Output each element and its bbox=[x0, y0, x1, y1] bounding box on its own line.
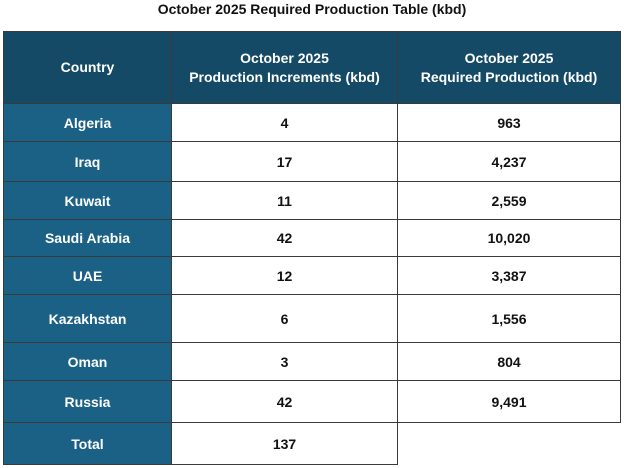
table-row: Kazakhstan 6 1,556 bbox=[3, 294, 621, 343]
header-increments-line2: Production Increments (kbd) bbox=[189, 68, 380, 85]
row-required: 963 bbox=[397, 103, 621, 142]
table-row: UAE 12 3,387 bbox=[3, 256, 621, 295]
table-header: Country October 2025 Production Incremen… bbox=[3, 31, 621, 104]
row-country: Kuwait bbox=[3, 181, 172, 220]
row-increment: 4 bbox=[171, 103, 398, 142]
production-table: Country October 2025 Production Incremen… bbox=[3, 31, 621, 465]
row-required: 3,387 bbox=[397, 256, 621, 295]
row-required: 804 bbox=[397, 342, 621, 381]
header-country: Country bbox=[3, 31, 172, 104]
table-row: Algeria 4 963 bbox=[3, 103, 621, 142]
header-production-increments: October 2025 Production Increments (kbd) bbox=[171, 31, 398, 104]
row-country: UAE bbox=[3, 256, 172, 295]
row-required: 1,556 bbox=[397, 294, 621, 343]
table-row: Iraq 17 4,237 bbox=[3, 141, 621, 182]
header-row: Country October 2025 Production Incremen… bbox=[3, 31, 621, 104]
row-increment: 42 bbox=[171, 380, 398, 423]
row-required: 10,020 bbox=[397, 219, 621, 257]
row-increment: 11 bbox=[171, 181, 398, 220]
total-row: Total 137 bbox=[3, 422, 621, 465]
table-body: Algeria 4 963 Iraq 17 4,237 Kuwait 11 2,… bbox=[3, 103, 621, 465]
header-increments-line1: October 2025 bbox=[240, 49, 329, 66]
table-row: Oman 3 804 bbox=[3, 342, 621, 381]
table-row: Russia 42 9,491 bbox=[3, 380, 621, 423]
table-title: October 2025 Required Production Table (… bbox=[157, 1, 467, 17]
header-required-line1: October 2025 bbox=[464, 49, 554, 66]
row-increment: 3 bbox=[171, 342, 398, 381]
row-required: 4,237 bbox=[397, 141, 621, 182]
table-row: Kuwait 11 2,559 bbox=[3, 181, 621, 220]
row-country: Oman bbox=[3, 342, 172, 381]
row-increment: 6 bbox=[171, 294, 398, 343]
header-required-line2: Required Production (kbd) bbox=[420, 68, 598, 85]
row-country: Russia bbox=[3, 380, 172, 423]
table-row: Saudi Arabia 42 10,020 bbox=[3, 219, 621, 257]
row-country: Saudi Arabia bbox=[3, 219, 172, 257]
row-country: Kazakhstan bbox=[3, 294, 172, 343]
row-required: 9,491 bbox=[397, 380, 621, 423]
row-increment: 42 bbox=[171, 219, 398, 257]
header-required-production: October 2025 Required Production (kbd) bbox=[397, 31, 621, 104]
row-increment: 12 bbox=[171, 256, 398, 295]
row-increment: 17 bbox=[171, 141, 398, 182]
total-empty-cell bbox=[398, 423, 621, 465]
total-increment: 137 bbox=[171, 422, 398, 465]
row-country: Algeria bbox=[3, 103, 172, 142]
row-required: 2,559 bbox=[397, 181, 621, 220]
header-country-label: Country bbox=[60, 59, 115, 75]
total-label: Total bbox=[3, 422, 172, 465]
row-country: Iraq bbox=[3, 141, 172, 182]
